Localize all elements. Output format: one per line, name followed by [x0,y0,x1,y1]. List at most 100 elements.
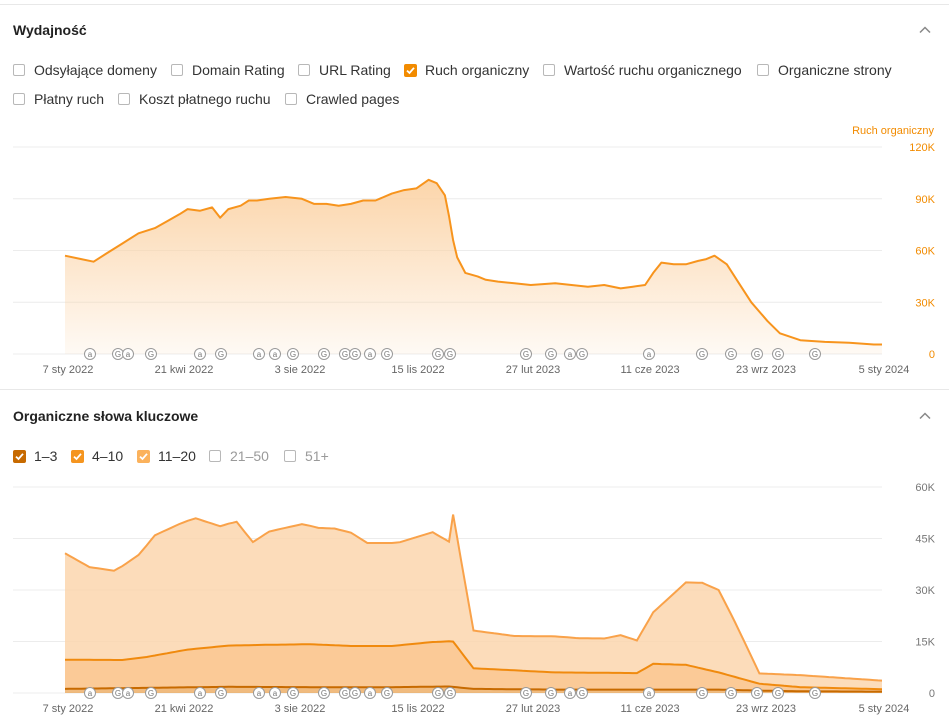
google-update-marker-icon[interactable]: G [772,687,784,699]
keywords-area-1-3 [65,686,882,693]
annotation-marker-icon[interactable]: a [364,687,376,699]
google-update-marker-icon[interactable]: G [432,348,444,360]
google-update-marker-icon[interactable]: G [725,687,737,699]
option-21-50[interactable]: 21–50 [209,448,269,464]
google-update-marker-icon[interactable]: G [145,687,157,699]
option-4-10[interactable]: 4–10 [71,448,123,464]
google-update-marker-icon[interactable]: G [287,348,299,360]
annotation-marker-icon[interactable]: a [122,348,134,360]
collapse-performance-chevron-up-icon[interactable] [918,23,932,37]
svg-text:G: G [290,689,296,698]
svg-text:G: G [812,689,818,698]
google-update-marker-icon[interactable]: G [145,348,157,360]
svg-text:a: a [647,350,652,359]
google-update-marker-icon[interactable]: G [339,348,351,360]
google-update-marker-icon[interactable]: G [751,348,763,360]
google-update-marker-icon[interactable]: G [545,687,557,699]
y-tick-label: 120K [909,142,935,154]
svg-text:G: G [699,689,705,698]
google-update-marker-icon[interactable]: G [725,348,737,360]
google-update-marker-icon[interactable]: G [809,348,821,360]
keywords-line-4-10[interactable] [65,640,883,691]
google-update-marker-icon[interactable]: G [381,687,393,699]
google-update-marker-icon[interactable]: G [696,348,708,360]
y-tick-label: 60K [915,246,935,258]
google-update-marker-icon[interactable]: G [381,348,393,360]
annotation-marker-icon[interactable]: a [194,348,206,360]
google-update-marker-icon[interactable]: G [318,687,330,699]
google-update-marker-icon[interactable]: G [751,687,763,699]
option-label: 51+ [305,448,329,464]
option-crawled-pages[interactable]: Crawled pages [285,91,399,107]
svg-text:a: a [88,350,93,359]
option-wartosc-ruchu-organicznego[interactable]: Wartość ruchu organicznego [543,62,742,78]
keywords-area-11-20 [65,514,882,690]
svg-text:G: G [352,689,358,698]
svg-text:a: a [126,350,131,359]
google-update-marker-icon[interactable]: G [215,348,227,360]
option-platny-ruch[interactable]: Płatny ruch [13,91,104,107]
annotation-marker-icon[interactable]: a [643,687,655,699]
x-tick-label: 21 kwi 2022 [155,703,214,715]
google-update-marker-icon[interactable]: G [349,348,361,360]
google-update-marker-icon[interactable]: G [576,687,588,699]
svg-text:G: G [148,689,154,698]
google-update-marker-icon[interactable]: G [112,687,124,699]
traffic-axis-label: Ruch organiczny [852,125,934,137]
option-koszt-platnego-ruchu[interactable]: Koszt płatnego ruchu [118,91,271,107]
google-update-marker-icon[interactable]: G [339,687,351,699]
annotation-marker-icon[interactable]: a [269,348,281,360]
option-domain-rating[interactable]: Domain Rating [171,62,285,78]
keywords-line-11-20[interactable] [64,514,883,682]
annotation-marker-icon[interactable]: a [253,687,265,699]
svg-text:a: a [273,350,278,359]
option-url-rating[interactable]: URL Rating [298,62,391,78]
checkbox-unchecked-icon [209,450,221,462]
x-tick-label: 7 sty 2022 [43,364,94,376]
annotation-marker-icon[interactable]: a [253,348,265,360]
traffic-line[interactable] [64,178,882,346]
annotation-marker-icon[interactable]: a [122,687,134,699]
checkbox-unchecked-icon [298,64,310,76]
annotation-marker-icon[interactable]: a [269,687,281,699]
checkbox-unchecked-icon [543,64,555,76]
checkbox-checked-icon [404,64,417,77]
annotation-marker-icon[interactable]: a [84,687,96,699]
google-update-marker-icon[interactable]: G [215,687,227,699]
google-update-marker-icon[interactable]: G [318,348,330,360]
option-1-3[interactable]: 1–3 [13,448,57,464]
google-update-marker-icon[interactable]: G [772,348,784,360]
svg-text:G: G [352,350,358,359]
annotation-marker-icon[interactable]: a [364,348,376,360]
option-51[interactable]: 51+ [284,448,329,464]
google-update-marker-icon[interactable]: G [696,687,708,699]
google-update-marker-icon[interactable]: G [545,348,557,360]
google-update-marker-icon[interactable]: G [112,348,124,360]
google-update-marker-icon[interactable]: G [809,687,821,699]
annotation-marker-icon[interactable]: a [564,348,576,360]
google-update-marker-icon[interactable]: G [576,348,588,360]
google-update-marker-icon[interactable]: G [432,687,444,699]
checkbox-unchecked-icon [285,93,297,105]
google-update-marker-icon[interactable]: G [287,687,299,699]
google-update-marker-icon[interactable]: G [520,687,532,699]
keywords-line-1-3[interactable] [64,685,882,693]
svg-text:a: a [257,689,262,698]
google-update-marker-icon[interactable]: G [349,687,361,699]
annotation-marker-icon[interactable]: a [643,348,655,360]
option-ruch-organiczny[interactable]: Ruch organiczny [404,62,529,78]
x-tick-label: 5 sty 2024 [859,364,910,376]
annotation-marker-icon[interactable]: a [84,348,96,360]
annotation-marker-icon[interactable]: a [564,687,576,699]
checkbox-unchecked-icon [171,64,183,76]
collapse-keywords-chevron-up-icon[interactable] [918,409,932,423]
annotation-marker-icon[interactable]: a [194,687,206,699]
google-update-marker-icon[interactable]: G [444,348,456,360]
option-odsylajace-domeny[interactable]: Odsyłające domeny [13,62,157,78]
google-update-marker-icon[interactable]: G [444,687,456,699]
google-update-marker-icon[interactable]: G [520,348,532,360]
option-organiczne-strony[interactable]: Organiczne strony [757,62,892,78]
keywords-area-4-10 [65,641,882,692]
option-11-20[interactable]: 11–20 [137,448,196,464]
